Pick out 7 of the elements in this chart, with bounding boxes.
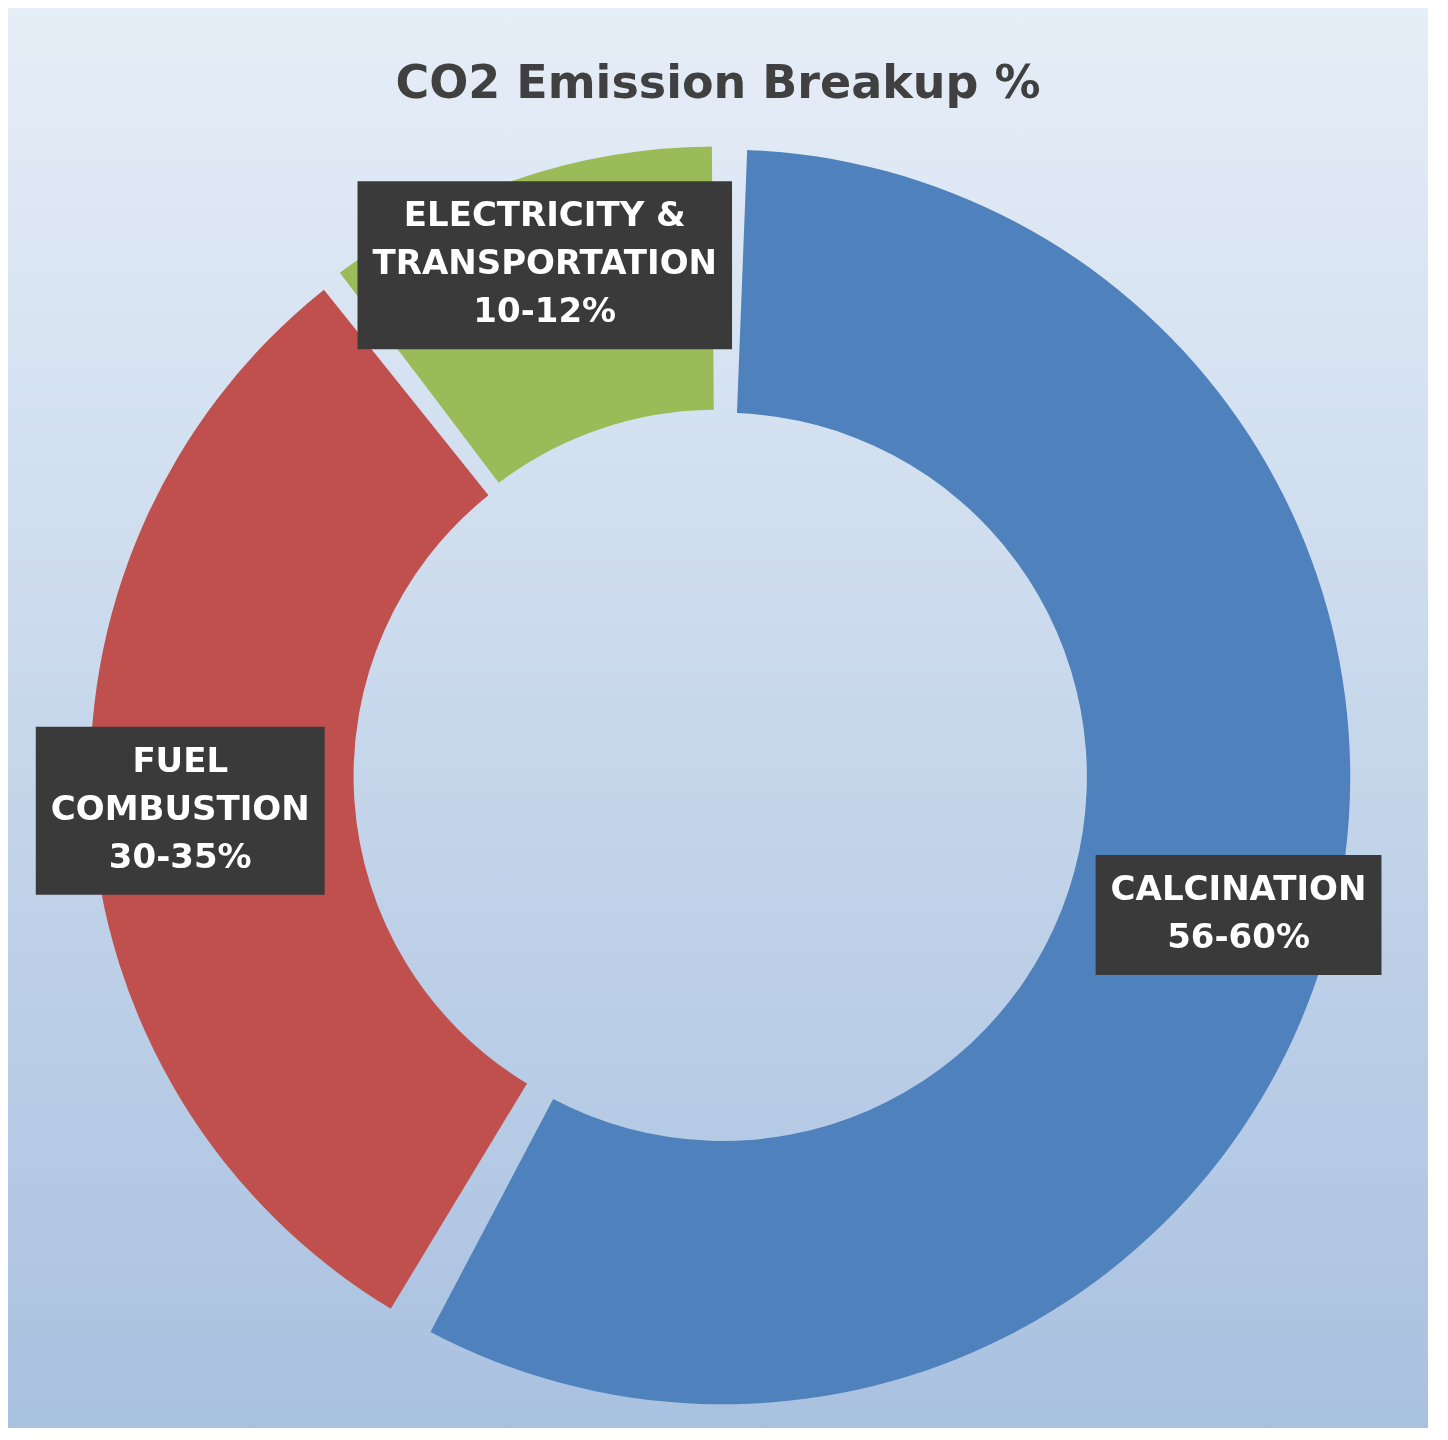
data-label: 56-60% <box>1167 915 1310 956</box>
slice-label: FUEL COMBUSTION <box>50 739 310 828</box>
chart-title: CO2 Emission Breakup % <box>395 54 1041 109</box>
data-label: 30-35% <box>108 835 252 876</box>
slice-label: ELECTRICITY & TRANSPORTATION <box>372 194 718 283</box>
data-label: 10-12% <box>473 290 617 331</box>
slice-label: CALCINATION <box>1110 867 1367 908</box>
